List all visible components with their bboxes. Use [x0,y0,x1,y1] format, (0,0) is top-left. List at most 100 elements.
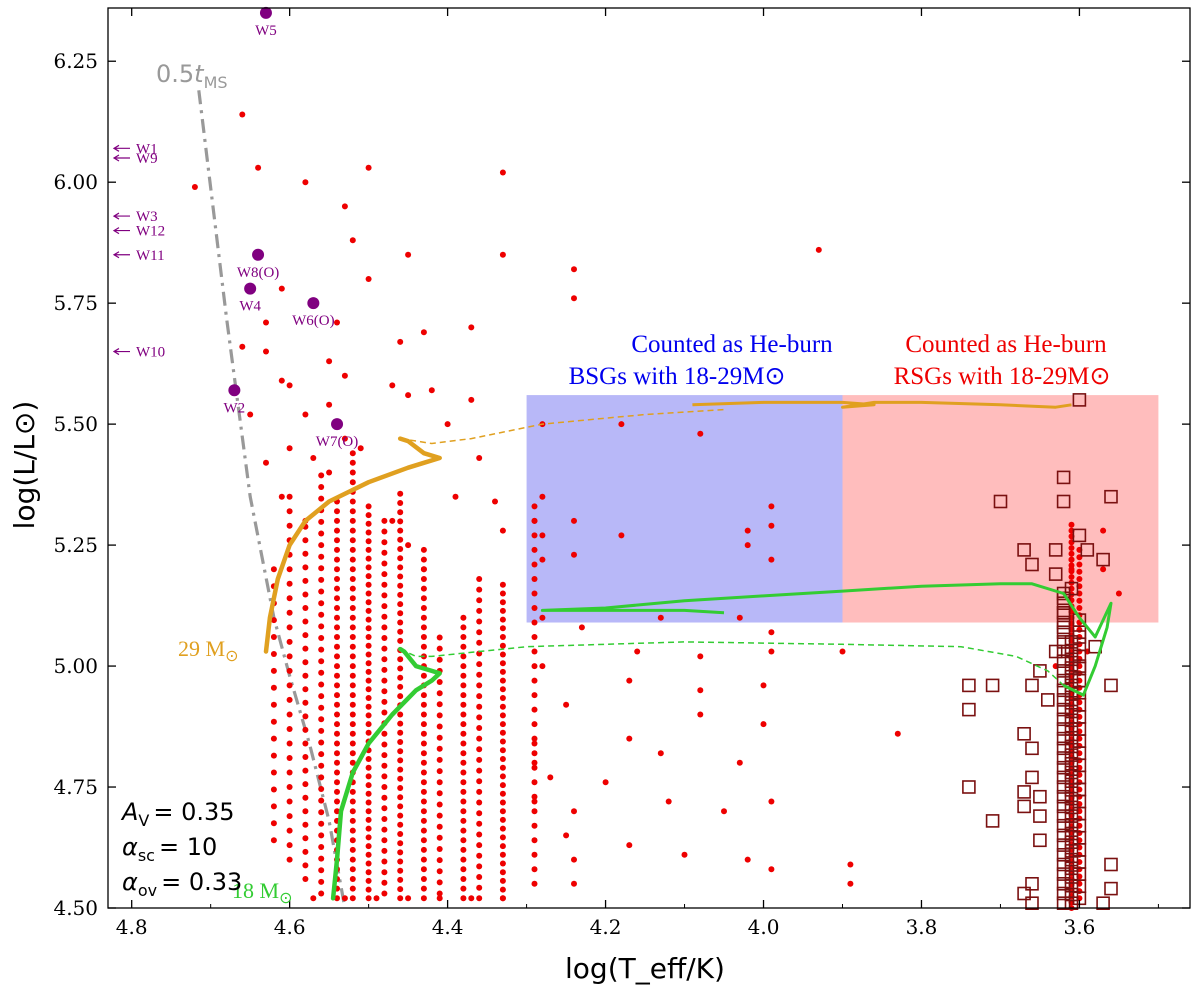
rsg-square [1033,664,1047,678]
star-point [381,539,388,546]
y-axis-label: log(L/L⊙) [8,401,41,530]
selection-regions [526,395,1159,623]
rsg-square [1056,605,1071,620]
star-point [894,730,901,737]
rsg-square [1064,826,1079,841]
star-point [531,759,538,766]
star-point [334,653,340,660]
star-point [460,856,467,863]
star-point [460,759,467,766]
x-tick-label: 3.8 [906,915,938,939]
star-point [365,895,372,902]
star-point [334,508,340,515]
star-point [302,411,309,418]
star-point [365,729,372,736]
star-point [357,445,364,452]
star-point [476,767,483,774]
star-point [286,827,293,834]
star-point [744,542,751,549]
rsg-square [1056,770,1071,785]
star-point [365,164,372,171]
star-point [697,430,704,437]
star-point [436,834,443,841]
wr-arrow-w11-label: W11 [136,248,165,264]
star-point [365,512,372,519]
star-point [460,895,467,902]
star-point [420,769,427,776]
star-point [492,498,498,505]
star-point [657,750,664,757]
star-point [499,169,506,176]
star-point [334,576,340,582]
star-point [563,832,570,839]
star-point [381,517,388,524]
star-point [531,503,538,510]
star-point [334,546,340,553]
param-aov-sub: ov [138,881,157,900]
star-point [405,251,412,258]
star-point [302,577,309,584]
star-point [460,701,467,708]
star-point [476,820,483,827]
star-point [286,609,293,616]
star-point [334,605,340,611]
track-29-crossing [400,408,725,445]
star-point [365,668,372,675]
star-point [270,786,277,793]
star-point [318,600,325,607]
star-point [349,450,356,457]
rsg-square [1056,799,1071,814]
star-point [626,735,633,742]
star-point [334,556,340,563]
star-point [318,867,325,874]
star-point [499,816,506,823]
star-point [381,762,388,769]
star-point [460,624,467,631]
star-point [247,411,254,418]
star-point [499,860,506,867]
axes-layer: 4.8 4.6 4.4 4.2 4.0 3.8 3.6 4.50 4.75 5.00 5.25 5.5… [53,7,1191,939]
star-point [681,851,688,858]
star-point [436,868,443,875]
star-point [499,799,506,806]
star-point [531,735,538,742]
star-point [349,663,356,670]
star-point [436,879,443,886]
star-point [460,614,467,621]
star-point [318,797,325,804]
star-point [499,895,506,902]
star-point [381,826,388,833]
star-point [436,756,443,763]
star-point [452,493,459,500]
star-point [349,711,356,718]
star-point [499,729,506,736]
star-point [499,668,506,675]
star-point [531,851,538,858]
star-point [531,532,538,539]
star-point [334,711,340,718]
star-point [420,624,427,631]
star-point [334,643,340,650]
star-point [436,890,443,897]
star-point [349,682,356,689]
star-point [571,295,577,302]
star-point [744,527,751,534]
star-point [626,842,633,849]
star-point [263,319,269,326]
star-point [365,843,372,850]
star-point [349,827,356,834]
star-point [436,812,443,819]
star-point [531,808,538,815]
star-point [334,730,340,737]
star-point [476,810,483,817]
star-point [405,895,412,902]
star-point [334,672,340,679]
star-point [618,421,625,428]
star-point [531,779,538,786]
star-point [286,493,293,500]
star-point [420,750,427,757]
star-point [397,555,404,562]
star-point [365,686,372,693]
